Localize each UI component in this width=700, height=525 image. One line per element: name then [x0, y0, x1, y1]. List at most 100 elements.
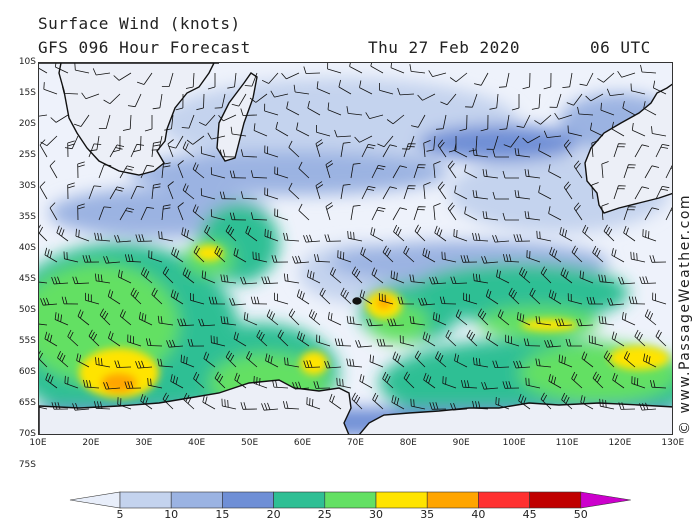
colorbar-tick-label: 45 — [522, 508, 537, 521]
wind-barb — [360, 246, 373, 263]
wind-barb — [418, 297, 436, 306]
wind-barb — [316, 334, 331, 347]
wind-barb — [472, 400, 489, 410]
wind-barb — [423, 372, 436, 389]
wind-barb — [450, 276, 468, 284]
wind-barb — [185, 72, 195, 89]
wind-barb — [612, 372, 625, 389]
wind-barb — [577, 106, 594, 116]
map-title: Surface Wind (knots) — [38, 14, 241, 33]
wind-barb — [379, 82, 394, 95]
colorbar-tick-label: 25 — [317, 508, 332, 521]
lat-label: 15S — [18, 88, 36, 98]
wind-barb — [472, 232, 489, 242]
wind-barb — [261, 72, 279, 84]
wind-barb — [94, 232, 111, 242]
wind-barb — [439, 296, 457, 305]
wind-barb — [413, 164, 426, 179]
wind-barb — [526, 250, 541, 263]
wind-barb — [296, 122, 310, 137]
wind-barb — [607, 298, 625, 306]
wind-barb — [314, 254, 331, 263]
wind-barb — [573, 160, 583, 179]
wind-barb — [442, 376, 457, 389]
wind-barb — [665, 165, 672, 179]
wind-barb — [399, 335, 415, 347]
wind-barb — [244, 72, 258, 87]
wind-barb — [177, 160, 184, 179]
lon-label: 100E — [502, 438, 526, 448]
wind-barb — [447, 202, 457, 221]
wind-barb — [192, 162, 205, 179]
wind-barb — [306, 397, 321, 410]
wind-barb — [481, 381, 499, 390]
wind-barb — [643, 101, 657, 116]
wind-barb — [372, 392, 384, 410]
wind-barb — [201, 270, 216, 284]
wind-barb — [261, 402, 279, 411]
wind-barb — [240, 149, 258, 158]
wind-barb — [204, 225, 216, 242]
wind-barb — [307, 269, 321, 284]
wind-barb — [39, 114, 48, 117]
wind-barb — [441, 251, 457, 263]
wind-barb — [298, 161, 310, 179]
wind-barb — [181, 227, 195, 242]
wind-barb — [440, 93, 457, 106]
wind-barb — [617, 70, 636, 78]
wind-barb — [73, 114, 90, 127]
wind-barb — [538, 185, 552, 200]
wind-barb — [516, 311, 531, 326]
wind-barb — [196, 93, 205, 111]
wind-barb — [508, 287, 520, 305]
wind-barb — [338, 79, 352, 95]
wind-barb — [435, 351, 447, 368]
wind-barb — [522, 135, 541, 144]
wind-barb — [168, 135, 184, 149]
wind-barb — [644, 165, 660, 179]
wind-barb — [567, 125, 583, 137]
wind-barb — [45, 372, 58, 389]
wind-barb — [119, 207, 135, 221]
wind-barb — [56, 225, 69, 242]
wind-barb — [449, 72, 468, 83]
wind-barb — [366, 318, 384, 327]
wind-barb — [565, 338, 582, 347]
wind-barb — [249, 93, 268, 103]
wind-barb — [623, 225, 636, 242]
wind-barb — [454, 353, 468, 368]
wind-barb — [315, 181, 324, 200]
wind-barb — [119, 165, 135, 179]
wind-barb — [359, 80, 373, 95]
wind-barb — [157, 358, 174, 368]
wind-barb — [190, 292, 205, 305]
wind-barb — [75, 228, 90, 242]
wind-barb — [392, 207, 407, 221]
wind-barb — [359, 289, 373, 305]
copyright-watermark: © www.PassageWeather.com — [677, 193, 693, 435]
wind-barb — [214, 245, 226, 263]
wind-barb — [39, 224, 48, 242]
wind-barb — [649, 255, 667, 263]
wind-barb — [563, 181, 573, 200]
wind-barb — [630, 83, 646, 95]
wind-barb — [144, 115, 153, 132]
wind-barb — [579, 72, 594, 86]
wind-barb — [253, 123, 268, 137]
wind-barb — [39, 406, 48, 410]
wind-barb — [240, 276, 258, 285]
wind-barb — [198, 318, 216, 327]
wind-barb — [492, 360, 510, 368]
wind-barb — [77, 203, 85, 221]
wind-barb — [503, 254, 520, 263]
wind-barb — [631, 376, 646, 389]
wind-barb — [426, 135, 436, 152]
wind-barb — [514, 147, 531, 158]
wind-barb — [61, 296, 79, 305]
wind-barb — [140, 164, 155, 179]
wind-barb — [103, 93, 121, 105]
wind-barb — [410, 398, 426, 410]
wind-barb — [292, 255, 310, 264]
wind-barb — [325, 202, 334, 221]
wind-barb — [549, 93, 562, 108]
